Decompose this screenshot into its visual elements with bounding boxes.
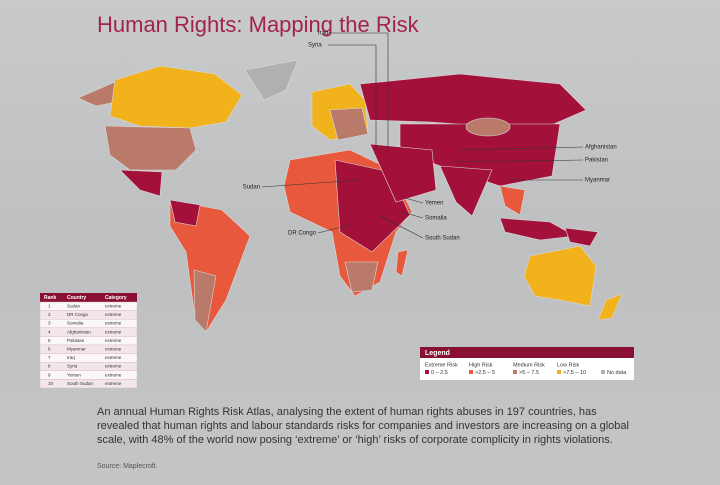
legend-range: 0 – 2.5 xyxy=(431,370,448,376)
table-cell: South Sudan xyxy=(67,381,94,386)
table-cell: 9 xyxy=(48,372,51,377)
table-cell: extreme xyxy=(105,338,122,343)
map-labels: Iraq Syria Afghanistan Pakistan Myanmar Sudan… xyxy=(243,31,617,242)
legend-name: Extreme Risk xyxy=(425,362,458,368)
table-cell: Sudan xyxy=(67,303,81,308)
country-label: Yemen xyxy=(425,201,443,207)
table-cell: Myanmar xyxy=(67,346,86,351)
table-cell: 8 xyxy=(48,364,51,369)
ranking-table: Rank Country Category 1 Sudan extreme 2 DR Cong… xyxy=(39,293,138,389)
table-row-bg xyxy=(39,353,138,363)
table-cell: Syria xyxy=(67,364,78,369)
table-row-bg xyxy=(39,310,138,320)
legend-name: Medium Risk xyxy=(513,362,545,368)
table-row-bg xyxy=(39,370,138,380)
table-cell: extreme xyxy=(105,364,122,369)
legend-swatch xyxy=(469,370,473,374)
table-cell: 2 xyxy=(48,312,51,317)
country-label: Iraq xyxy=(318,31,328,37)
table-cell: 6 xyxy=(48,346,51,351)
table-header: Category xyxy=(105,295,127,301)
table-header-bg xyxy=(40,293,137,302)
country-label: Afghanistan xyxy=(585,145,617,151)
table-cell: DR Congo xyxy=(67,312,89,317)
table-cell: Somalia xyxy=(67,321,84,326)
legend: Legend Extreme Risk 0 – 2.5 High Risk >2.5 –… xyxy=(420,347,634,380)
country-label: Pakistan xyxy=(585,158,608,164)
table-row-bg xyxy=(39,336,138,346)
table-cell: Yemen xyxy=(67,372,81,377)
table-cell: 10 xyxy=(48,381,54,386)
country-label: Somalia xyxy=(425,216,447,222)
legend-swatch xyxy=(557,370,561,374)
table-header: Rank xyxy=(44,295,56,301)
table-cell: 7 xyxy=(48,355,51,360)
legend-swatch xyxy=(425,370,429,374)
body-text: An annual Human Rights Risk Atlas, analy… xyxy=(97,406,629,446)
legend-title: Legend xyxy=(425,350,450,357)
table-row-bg xyxy=(39,379,138,389)
country-label: DR Congo xyxy=(288,231,317,237)
table-cell: extreme xyxy=(105,312,122,317)
table-row-bg xyxy=(39,344,138,354)
table-cell: Pakistan xyxy=(67,338,85,343)
legend-swatch xyxy=(601,370,605,374)
table-cell: 5 xyxy=(48,338,51,343)
world-map xyxy=(77,59,623,333)
legend-range: >7.5 – 10 xyxy=(563,370,586,376)
source: Source: Maplecroft. xyxy=(97,463,158,470)
legend-range: >5 – 7.5 xyxy=(519,370,539,376)
table-row-bg xyxy=(39,319,138,329)
legend-swatch xyxy=(513,370,517,374)
country-label: Myanmar xyxy=(585,178,610,184)
country-label: Syria xyxy=(308,43,322,49)
table-cell: 3 xyxy=(48,321,51,326)
table-cell: Afghanistan xyxy=(67,329,91,334)
legend-header-bg xyxy=(420,347,634,358)
title: Human Rights: Mapping the Risk xyxy=(97,12,420,37)
table-cell: extreme xyxy=(105,329,122,334)
table-header: Country xyxy=(67,295,86,301)
legend-range: >2.5 – 5 xyxy=(475,370,495,376)
table-cell: extreme xyxy=(105,346,122,351)
legend-no-data: No data xyxy=(607,370,627,376)
table-cell: 4 xyxy=(48,329,51,334)
table-cell: 1 xyxy=(48,303,51,308)
table-cell: extreme xyxy=(105,381,122,386)
table-cell: extreme xyxy=(105,372,122,377)
leader-lines xyxy=(261,32,584,239)
table-row-bg xyxy=(39,362,138,372)
table-cell: Iraq xyxy=(67,355,75,360)
country-label: Sudan xyxy=(243,185,260,191)
table-cell: extreme xyxy=(105,355,122,360)
legend-name: High Risk xyxy=(469,362,493,368)
table-row-bg xyxy=(39,301,138,311)
table-cell: extreme xyxy=(105,303,122,308)
legend-name: Low Risk xyxy=(557,362,580,368)
table-cell: extreme xyxy=(105,321,122,326)
country-label: South Sudan xyxy=(425,236,460,242)
